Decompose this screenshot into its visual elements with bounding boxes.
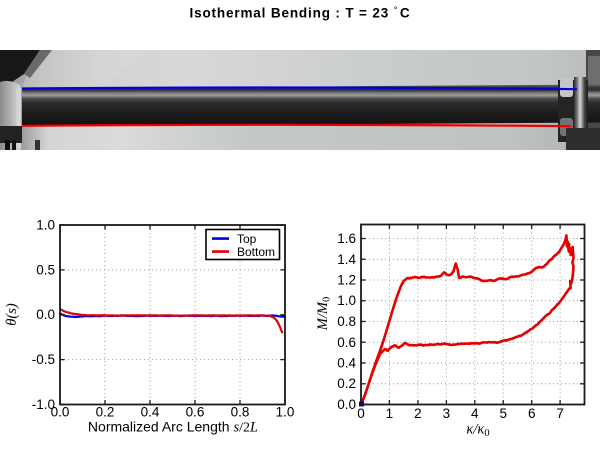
svg-text:0.6: 0.6 — [186, 405, 205, 420]
svg-text:0.6: 0.6 — [337, 335, 356, 350]
svg-text:1.2: 1.2 — [337, 273, 356, 288]
svg-text:0.0: 0.0 — [51, 405, 70, 420]
svg-text:2: 2 — [414, 406, 422, 421]
svg-text:1: 1 — [386, 406, 394, 421]
svg-text:κ/κ0: κ/κ0 — [466, 422, 489, 440]
svg-text:Isothermal Bending : T = 23 °C: Isothermal Bending : T = 23 ° C — [190, 5, 411, 21]
svg-text:5: 5 — [499, 406, 507, 421]
svg-text:0.4: 0.4 — [337, 356, 356, 371]
svg-text:0.0: 0.0 — [36, 307, 55, 322]
svg-text:Top: Top — [237, 232, 257, 246]
svg-text:6: 6 — [528, 406, 536, 421]
svg-text:0.2: 0.2 — [337, 376, 356, 391]
svg-text:0.2: 0.2 — [96, 405, 115, 420]
svg-text:M/M0: M/M0 — [315, 297, 333, 331]
svg-text:Bottom: Bottom — [237, 245, 275, 259]
svg-text:θ(s): θ(s) — [4, 303, 20, 326]
svg-text:0.5: 0.5 — [36, 262, 55, 277]
svg-text:3: 3 — [443, 406, 451, 421]
svg-text:7: 7 — [556, 406, 564, 421]
svg-text:1.0: 1.0 — [337, 293, 356, 308]
svg-text:-0.5: -0.5 — [32, 352, 55, 367]
svg-text:0.4: 0.4 — [141, 405, 160, 420]
svg-text:0.8: 0.8 — [231, 405, 250, 420]
svg-text:0.0: 0.0 — [337, 397, 356, 412]
svg-text:1.0: 1.0 — [276, 405, 295, 420]
svg-text:0: 0 — [357, 406, 365, 421]
svg-text:1.4: 1.4 — [337, 252, 356, 267]
svg-text:0.8: 0.8 — [337, 314, 356, 329]
svg-text:4: 4 — [471, 406, 479, 421]
svg-text:-1.0: -1.0 — [32, 397, 55, 412]
svg-text:1.0: 1.0 — [36, 218, 55, 233]
svg-text:1.6: 1.6 — [337, 231, 356, 246]
svg-text:Normalized Arc Length s/2L: Normalized Arc Length s/2L — [88, 419, 258, 436]
